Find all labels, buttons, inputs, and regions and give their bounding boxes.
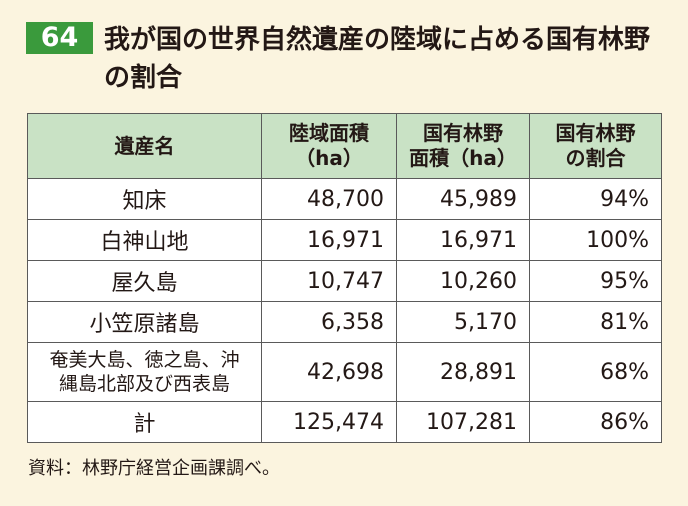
heritage-name: 白神山地 (27, 219, 262, 261)
forest-area-value: 16,971 (396, 219, 530, 261)
col-header-name: 遺産名 (27, 113, 262, 179)
table-row: 白神山地 16,971 16,971 100% (27, 219, 662, 261)
col-header-forest-area: 国有林野 面積（ha） (396, 113, 530, 179)
forest-area-value: 28,891 (396, 342, 530, 402)
forest-ratio-value: 95% (529, 260, 662, 302)
heritage-name: 奄美大島、徳之島、沖 縄島北部及び西表島 (27, 342, 262, 402)
land-area-value: 10,747 (261, 260, 397, 302)
forest-ratio-value: 94% (529, 178, 662, 220)
table-row: 知床 48,700 45,989 94% (27, 178, 662, 220)
forest-area-total: 107,281 (396, 401, 530, 443)
land-area-total: 125,474 (261, 401, 397, 443)
forest-ratio-value: 81% (529, 301, 662, 343)
heritage-name: 屋久島 (27, 260, 262, 302)
col-header-land-area: 陸域面積 （ha） (261, 113, 397, 179)
land-area-value: 42,698 (261, 342, 397, 402)
forest-area-value: 5,170 (396, 301, 530, 343)
heritage-name: 小笠原諸島 (27, 301, 262, 343)
land-area-value: 6,358 (261, 301, 397, 343)
forest-ratio-value: 100% (529, 219, 662, 261)
figure-title: 我が国の世界自然遺産の陸域に占める国有林野の割合 (104, 25, 651, 93)
heritage-forest-table: 遺産名 陸域面積 （ha） 国有林野 面積（ha） 国有林野 の割合 知床 48… (27, 113, 662, 443)
table-row: 奄美大島、徳之島、沖 縄島北部及び西表島 42,698 28,891 68% (27, 342, 662, 402)
table-row: 屋久島 10,747 10,260 95% (27, 260, 662, 302)
forest-ratio-value: 68% (529, 342, 662, 402)
col-header-ratio: 国有林野 の割合 (529, 113, 662, 179)
heritage-name: 知床 (27, 178, 262, 220)
forest-ratio-total: 86% (529, 401, 662, 443)
source-note: 資料：林野庁経営企画課調べ。 (28, 458, 280, 479)
figure-number-badge: 64 (26, 22, 93, 54)
forest-area-value: 10,260 (396, 260, 530, 302)
land-area-value: 48,700 (261, 178, 397, 220)
total-label: 計 (27, 401, 262, 443)
table-total-row: 計 125,474 107,281 86% (27, 401, 662, 443)
table-row: 小笠原諸島 6,358 5,170 81% (27, 301, 662, 343)
table-header-row: 遺産名 陸域面積 （ha） 国有林野 面積（ha） 国有林野 の割合 (27, 113, 662, 179)
land-area-value: 16,971 (261, 219, 397, 261)
forest-area-value: 45,989 (396, 178, 530, 220)
